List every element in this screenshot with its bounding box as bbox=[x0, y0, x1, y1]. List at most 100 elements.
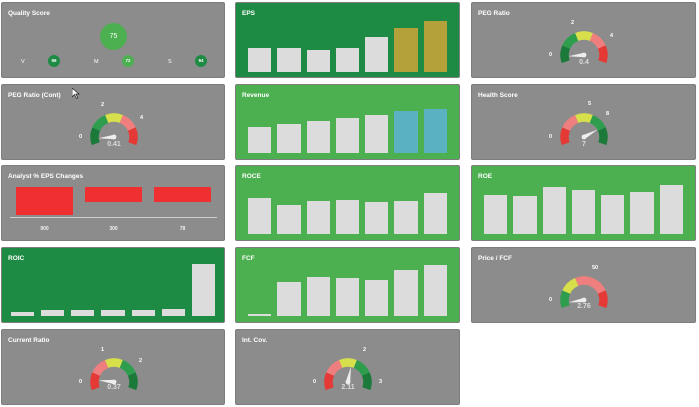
gauge-segment bbox=[127, 372, 138, 391]
roic-bar[interactable] bbox=[191, 264, 215, 316]
roe-bar[interactable] bbox=[542, 187, 566, 234]
roic-bar[interactable] bbox=[101, 309, 125, 316]
roe-bar-chart bbox=[472, 166, 695, 240]
fcf-bar[interactable] bbox=[306, 277, 330, 316]
peg-ratio-cont-card[interactable]: PEG Ratio (Cont) 0 2 4 0.41 bbox=[1, 84, 225, 160]
gauge-segment bbox=[90, 127, 101, 146]
eps-bar[interactable] bbox=[394, 27, 418, 72]
roic-bar[interactable] bbox=[161, 309, 185, 316]
gauge-value: 0.37 bbox=[107, 384, 121, 391]
eps-bar[interactable] bbox=[423, 21, 447, 72]
gauge-dial bbox=[324, 358, 372, 391]
card-title: Current Ratio bbox=[8, 337, 50, 344]
revenue-bar[interactable] bbox=[365, 114, 389, 153]
gauge-hub bbox=[111, 379, 117, 385]
revenue-bar[interactable] bbox=[306, 120, 330, 153]
gauge-min-label: 0 bbox=[549, 297, 553, 303]
analyst-change-bar[interactable] bbox=[16, 187, 73, 215]
gauge-segment bbox=[127, 127, 138, 146]
analyst-change-label: 78 bbox=[179, 226, 186, 232]
fcf-card[interactable]: FCF bbox=[235, 247, 460, 323]
analyst-eps-changes-card[interactable]: Analyst % EPS Changes 900 300 78 bbox=[1, 165, 225, 241]
price-fcf-card[interactable]: Price / FCF 0 50 2.76 bbox=[471, 247, 696, 323]
quality-score-card[interactable]: Quality Score 75 V 96 M 72 S 94 bbox=[1, 2, 225, 78]
quality-score-badge: 75 bbox=[100, 23, 127, 50]
card-title: Analyst % EPS Changes bbox=[8, 173, 84, 180]
gauge-tick-label: 1 bbox=[101, 347, 105, 353]
eps-bar[interactable] bbox=[365, 37, 389, 72]
analyst-change-bar[interactable] bbox=[85, 187, 142, 203]
gauge-segment bbox=[92, 114, 109, 132]
eps-bar[interactable] bbox=[277, 48, 301, 72]
roe-bar[interactable] bbox=[630, 192, 654, 234]
roce-bar[interactable] bbox=[248, 198, 272, 234]
gauge-needle bbox=[582, 129, 598, 139]
gauge-segment bbox=[575, 31, 593, 41]
revenue-card[interactable]: Revenue bbox=[235, 84, 460, 160]
roce-bar[interactable] bbox=[423, 193, 447, 234]
eps-card[interactable]: EPS bbox=[235, 2, 460, 78]
revenue-bar[interactable] bbox=[248, 126, 272, 153]
peg-ratio-card[interactable]: PEG Ratio 0 2 4 0.4 bbox=[471, 2, 696, 78]
card-title: FCF bbox=[242, 255, 255, 262]
gauge-dial bbox=[90, 358, 138, 391]
gauge-tick-label: 4 bbox=[140, 115, 144, 121]
roic-bar[interactable] bbox=[131, 309, 155, 316]
roce-bar[interactable] bbox=[394, 201, 418, 234]
health-score-card[interactable]: Health Score 0 5 8 7 bbox=[471, 84, 696, 160]
revenue-bar[interactable] bbox=[277, 124, 301, 153]
fcf-bar[interactable] bbox=[423, 264, 447, 316]
gauge-segment bbox=[119, 114, 136, 132]
roe-bar[interactable] bbox=[484, 194, 508, 234]
roe-card[interactable]: ROE bbox=[471, 165, 696, 241]
revenue-bar[interactable] bbox=[423, 109, 447, 153]
roic-bar[interactable] bbox=[41, 310, 65, 316]
analyst-change-bar[interactable] bbox=[154, 187, 211, 203]
eps-bar[interactable] bbox=[335, 47, 360, 72]
card-title: Int. Cov. bbox=[242, 337, 268, 344]
gauge-tick-label: 5 bbox=[588, 101, 592, 107]
gauge-min-label: 0 bbox=[313, 379, 317, 385]
int-cov-card[interactable]: Int. Cov. 0 2 3 2.11 bbox=[235, 329, 460, 405]
roce-bar[interactable] bbox=[306, 200, 330, 234]
card-title: Quality Score bbox=[8, 10, 50, 17]
roe-bar[interactable] bbox=[513, 196, 537, 234]
roic-bar[interactable] bbox=[11, 312, 35, 316]
gauge-hub bbox=[581, 134, 587, 140]
roce-bar[interactable] bbox=[277, 205, 301, 234]
roce-bar[interactable] bbox=[335, 199, 360, 234]
gauge-tick-label: 3 bbox=[379, 379, 383, 385]
roic-bar[interactable] bbox=[71, 309, 95, 316]
roic-card[interactable]: ROIC bbox=[1, 247, 225, 323]
roe-bar[interactable] bbox=[601, 194, 625, 234]
gauge-hub bbox=[111, 134, 117, 140]
gauge-value: 2.76 bbox=[577, 303, 591, 310]
gauge-segment bbox=[562, 277, 579, 295]
fcf-bar[interactable] bbox=[365, 279, 389, 316]
roe-bar[interactable] bbox=[659, 185, 683, 234]
safety-label: S bbox=[168, 59, 172, 65]
revenue-bar[interactable] bbox=[335, 117, 360, 153]
eps-bar[interactable] bbox=[306, 49, 330, 72]
gauge-value: 0.41 bbox=[107, 141, 121, 148]
fcf-bar[interactable] bbox=[248, 314, 272, 316]
gauge-dial bbox=[560, 113, 608, 146]
gauge-tick-label: 2 bbox=[139, 358, 143, 364]
fcf-bar[interactable] bbox=[394, 270, 418, 316]
gauge-segment bbox=[105, 358, 123, 368]
roce-card[interactable]: ROCE bbox=[235, 165, 460, 241]
gauge-tick-label: 50 bbox=[592, 265, 599, 271]
fcf-bar[interactable] bbox=[335, 278, 360, 316]
gauge-segment bbox=[339, 358, 357, 368]
baseline bbox=[10, 217, 217, 218]
eps-bar[interactable] bbox=[248, 48, 272, 72]
gauge-dial bbox=[560, 31, 608, 64]
gauge-tick-label: 2 bbox=[101, 102, 105, 108]
roe-bar[interactable] bbox=[571, 189, 596, 234]
current-ratio-card[interactable]: Current Ratio 0 1 2 0.37 bbox=[1, 329, 225, 405]
fcf-bar[interactable] bbox=[277, 281, 301, 316]
roce-bar[interactable] bbox=[365, 202, 389, 234]
revenue-bar-chart bbox=[236, 85, 459, 159]
revenue-bar[interactable] bbox=[394, 111, 418, 153]
gauge-segment bbox=[324, 372, 335, 391]
